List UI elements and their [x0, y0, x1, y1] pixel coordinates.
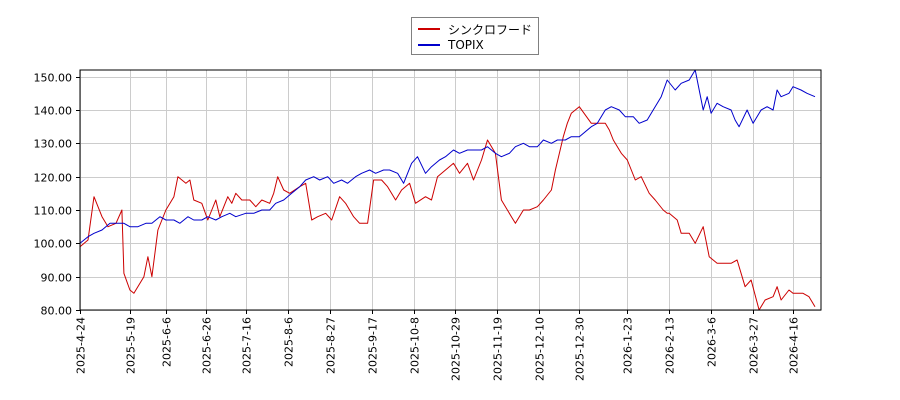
x-tick-label: 2025-6-26	[201, 317, 214, 374]
x-tick-label: 2026-2-13	[664, 317, 677, 374]
legend-swatch-series-1	[418, 28, 440, 30]
x-tick-label: 2026-3-27	[748, 317, 761, 374]
y-tick-label: 130.00	[34, 138, 73, 151]
series-line-2	[79, 69, 816, 244]
x-tick-label: 2025-6-6	[161, 317, 174, 367]
x-tick-label: 2025-8-6	[283, 317, 296, 367]
series-layer	[79, 69, 816, 311]
plot-frame	[79, 69, 822, 311]
x-tick-label: 2025-12-30	[574, 317, 587, 381]
x-tick-label: 2025-8-27	[325, 317, 338, 374]
x-tick-label: 2025-10-29	[450, 317, 463, 381]
legend: シンクロフード TOPIX	[411, 17, 539, 55]
legend-item-series-2: TOPIX	[418, 37, 484, 53]
x-tick-label: 2025-4-24	[75, 317, 88, 374]
x-tick-label: 2025-12-10	[534, 317, 547, 381]
y-tick-label: 150.00	[34, 72, 73, 85]
x-tick-label: 2025-10-8	[409, 317, 422, 374]
x-tick-label: 2026-1-23	[622, 317, 635, 374]
x-tick-label: 2025-9-17	[367, 317, 380, 374]
x-tick-label: 2025-11-19	[492, 317, 505, 381]
y-tick-label: 120.00	[34, 172, 73, 185]
x-tick-label: 2026-3-6	[706, 317, 719, 367]
y-axis: 80.00 90.00 100.00 110.00 120.00 130.00 140.00…	[34, 72, 80, 318]
x-tick-label: 2026-4-16	[788, 317, 801, 374]
y-tick-label: 80.00	[41, 305, 73, 318]
grid-layer	[80, 70, 821, 311]
legend-swatch-series-2	[418, 44, 440, 46]
legend-label-series-2: TOPIX	[448, 38, 484, 52]
legend-label-series-1: シンクロフード	[448, 22, 533, 37]
x-tick-label: 2025-5-19	[125, 317, 138, 374]
x-axis: 2025-4-24 2025-5-19 2025-6-6 2025-6-26 2025-…	[75, 310, 801, 381]
legend-item-series-1: シンクロフード	[418, 21, 532, 37]
y-tick-label: 140.00	[34, 105, 73, 118]
x-tick-label: 2025-7-16	[241, 317, 254, 374]
y-tick-label: 110.00	[34, 205, 73, 218]
series-line-1	[79, 106, 816, 311]
y-tick-label: 90.00	[41, 272, 73, 285]
y-tick-label: 100.00	[34, 238, 73, 251]
